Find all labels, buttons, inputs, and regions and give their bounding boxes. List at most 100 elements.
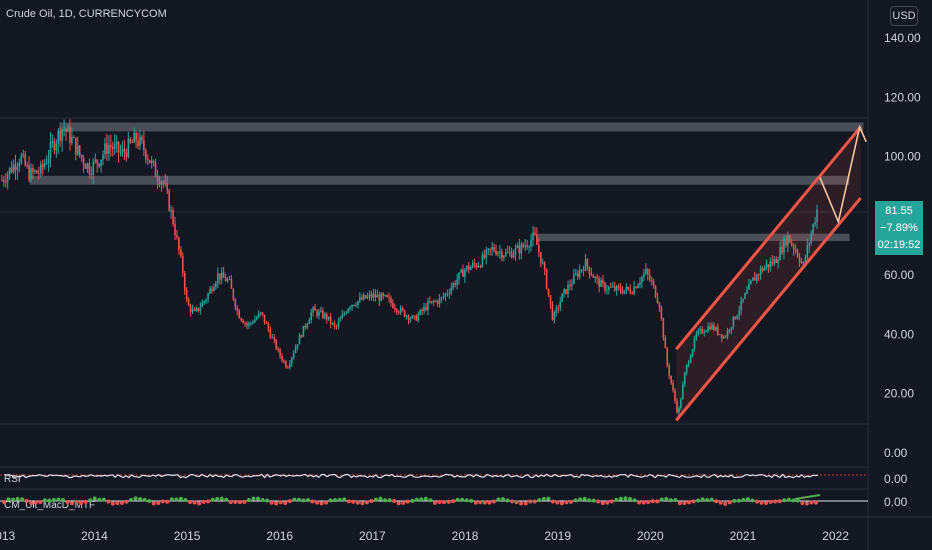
candle-body [357, 301, 359, 306]
symbol-title[interactable]: Crude Oil, 1D, CURRENCYCOM [6, 8, 167, 20]
currency-badge[interactable]: USD [890, 6, 918, 26]
macd-dot [755, 499, 760, 504]
candle-body [259, 312, 262, 314]
macd-dot [169, 497, 174, 502]
candle-body [752, 277, 754, 281]
last-price-tag: 81.55 −7.89% 02:19:52 [875, 201, 923, 255]
candle-body [325, 313, 328, 320]
x-tick-label: 2017 [359, 529, 386, 543]
candle-body [489, 248, 491, 250]
candle-body [394, 307, 396, 310]
macd-dot [709, 497, 714, 502]
candle-body [619, 287, 622, 292]
candle-body [113, 143, 116, 149]
candle-body [438, 298, 441, 304]
macd-dot [292, 497, 297, 502]
macd-dot [333, 498, 338, 503]
macd-dot [455, 497, 460, 502]
candle-body [218, 273, 221, 280]
candle-body [187, 299, 190, 306]
candle-body [621, 291, 624, 294]
candle-body [578, 270, 581, 277]
candle-body [257, 313, 260, 318]
macd-dot [401, 500, 406, 505]
candle-body [495, 250, 497, 255]
candle-body [59, 130, 62, 141]
macd-dot [600, 501, 605, 506]
macd-dot [20, 497, 25, 502]
candle-body [47, 157, 50, 163]
macd-dot [464, 498, 469, 503]
macd-dot [269, 500, 274, 505]
macd-dot [88, 498, 93, 503]
macd-dot [510, 499, 515, 504]
candle-body [386, 294, 388, 297]
candle-body [78, 145, 81, 155]
candle-body [180, 249, 182, 256]
candle-body [125, 152, 128, 157]
macd-dot [618, 496, 623, 501]
macd-dot [106, 499, 111, 504]
macd-dot [346, 499, 351, 504]
candle-body [164, 182, 167, 184]
candle-body [392, 303, 394, 308]
candle-body [98, 163, 100, 167]
macd-dot [442, 500, 447, 505]
macd-dot [546, 496, 551, 501]
candle-body [682, 384, 684, 400]
macd-dot [750, 498, 755, 503]
macd-dot [364, 500, 369, 505]
y-tick-label: 100.00 [884, 150, 921, 164]
last-price: 81.55 [885, 205, 913, 217]
candle-body [331, 323, 334, 325]
candle-body [662, 318, 665, 338]
macd-dot [310, 499, 315, 504]
candle-body [742, 298, 744, 301]
candle-body [536, 234, 538, 245]
macd-dot [237, 500, 242, 505]
candle-body [283, 360, 285, 362]
candle-body [582, 269, 585, 271]
candle-body [34, 170, 36, 172]
macd-dot [378, 496, 383, 501]
candle-body [248, 322, 250, 326]
candle-body [73, 137, 75, 139]
candle-body [156, 176, 159, 181]
candle-body [265, 322, 268, 324]
candle-body [460, 269, 462, 273]
candle-body [705, 331, 707, 333]
candle-body [117, 141, 120, 153]
candle-body [55, 143, 58, 151]
candle-body [680, 399, 682, 408]
candle-body [789, 235, 791, 243]
candle-body [172, 209, 174, 225]
macd-dot [405, 499, 410, 504]
candle-body [152, 160, 155, 163]
candle-body [635, 286, 637, 289]
macd-dot [278, 500, 283, 505]
candle-body [329, 316, 332, 324]
candle-body [158, 180, 161, 185]
candle-body [487, 248, 490, 251]
macd-dot [596, 499, 601, 504]
macd-dot [691, 499, 696, 504]
candle-body [176, 235, 178, 238]
candle-body [425, 306, 427, 311]
macd-dot [383, 498, 388, 503]
macd-dot [83, 499, 88, 504]
candle-body [728, 330, 731, 332]
candle-body [701, 329, 704, 333]
candle-body [526, 245, 528, 248]
candle-body [88, 163, 91, 175]
macd-dot [582, 496, 587, 501]
candle-body [232, 288, 235, 300]
rsi-value: 0.00 [884, 472, 908, 486]
macd-dot [138, 497, 143, 502]
macd-dot [451, 499, 456, 504]
y-tick-label: 20.00 [884, 387, 914, 401]
candle-body [90, 174, 93, 176]
projection-path [819, 124, 867, 225]
candle-body [499, 251, 501, 253]
candle-body [314, 307, 316, 311]
